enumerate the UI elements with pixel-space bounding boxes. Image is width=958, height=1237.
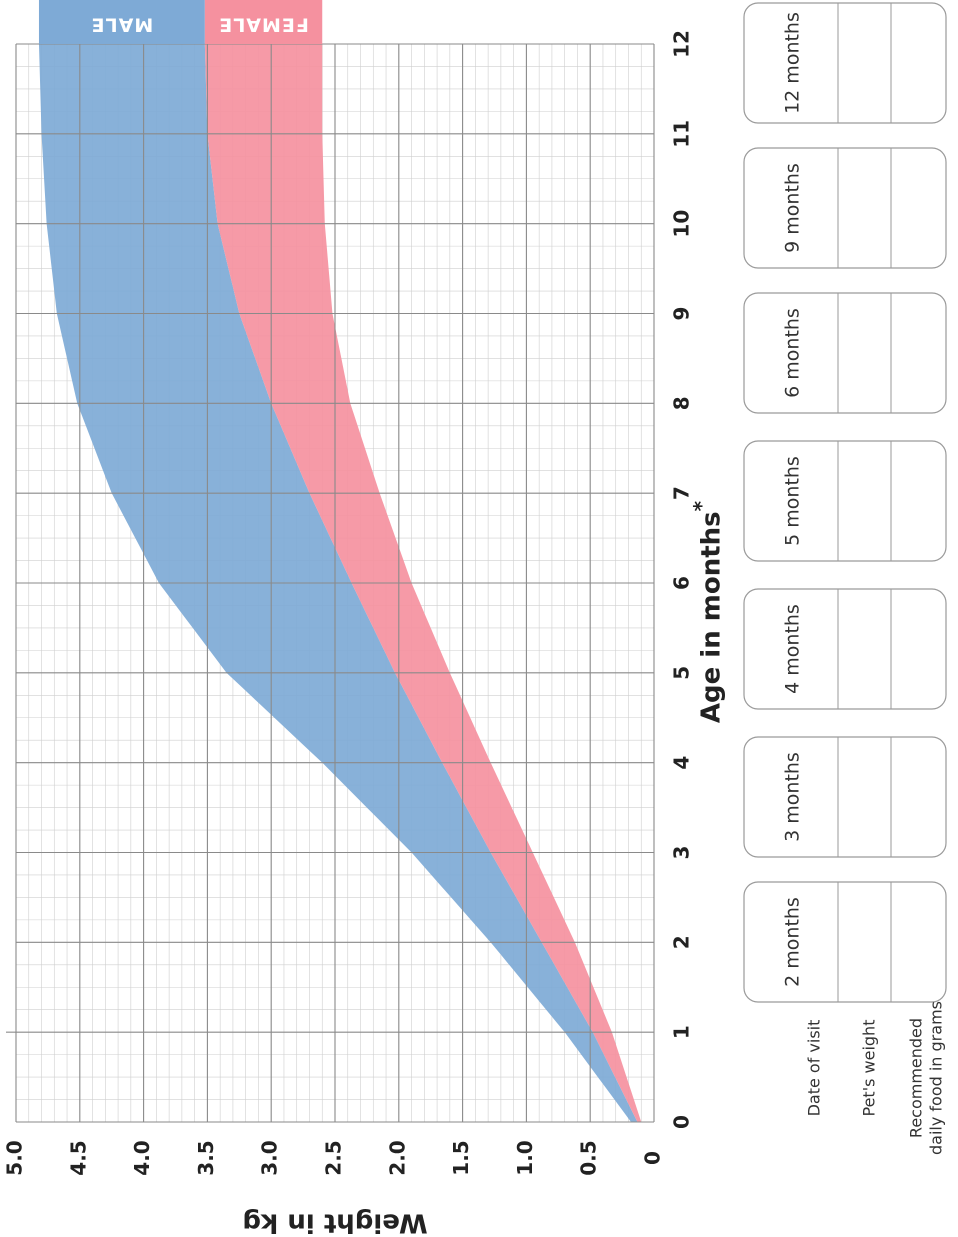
record-card: 6 months [743,292,947,414]
record-row-label: daily food in grams [927,1001,946,1155]
x-tick-label: 1 [670,1025,694,1039]
x-tick-label: 4 [670,756,694,770]
y-tick-label: 1.5 [449,1140,473,1175]
record-card-label: 3 months [782,752,804,842]
record-card: 3 months [743,736,947,858]
x-tick-label: 6 [670,576,694,590]
record-card-label: 5 months [782,456,804,546]
record-card-label: 2 months [782,897,804,987]
y-tick-label: 2.5 [322,1140,346,1175]
record-card-frame [743,588,947,710]
y-tick-label: 0 [641,1151,665,1165]
x-tick-label: 5 [670,666,694,680]
record-card-label: 12 months [782,12,804,114]
x-tick-label: 8 [670,396,694,410]
record-card-label: 9 months [782,163,804,253]
y-tick-label: 4.5 [66,1140,90,1175]
y-tick-label: 0.5 [577,1140,601,1175]
y-tick-label: 2.0 [385,1140,409,1175]
y-axis-title: Weight in kg [242,1208,427,1237]
record-table: 2 months 3 months 4 months 5 months 6 months… [743,2,947,1155]
record-card-frame [743,292,947,414]
record-card: 12 months [743,2,947,124]
x-tick-label: 0 [670,1115,694,1129]
record-card-frame [743,881,947,1003]
x-tick-label: 12 [670,30,694,58]
record-row-label: Recommended [907,1018,926,1138]
record-card: 4 months [743,588,947,710]
y-tick-label: 5.0 [3,1140,27,1175]
band-header-female [204,0,323,44]
record-card: 2 months [743,881,947,1003]
x-tick-label: 7 [670,486,694,500]
chart-major-grid [6,43,655,1123]
record-card-frame [743,147,947,269]
band-headers: MALE FEMALE [38,0,323,44]
record-card: 9 months [743,147,947,269]
x-tick-label: 2 [670,935,694,949]
y-axis-ticks: 0 0.5 1.0 1.5 2.0 2.5 3.0 3.5 4.0 4.5 5.0 [3,1140,665,1175]
band-label-male: MALE [91,14,154,36]
y-tick-label: 3.0 [258,1140,282,1175]
band-header-male [38,0,205,44]
y-tick-label: 1.0 [513,1140,537,1175]
y-tick-label: 3.5 [194,1140,218,1175]
x-tick-label: 10 [670,210,694,238]
x-tick-label: 11 [670,120,694,148]
record-row-label: Pet's weight [860,1020,879,1117]
record-card: 5 months [743,440,947,562]
record-card-frame [743,440,947,562]
x-tick-label: 9 [670,307,694,321]
record-card-label: 4 months [782,604,804,694]
record-card-label: 6 months [782,308,804,398]
y-tick-label: 4.0 [130,1140,154,1175]
record-card-frame [743,2,947,124]
record-row-label: Date of visit [805,1020,824,1117]
x-tick-label: 3 [670,846,694,860]
record-card-frame [743,736,947,858]
band-label-female: FEMALE [218,14,309,36]
x-axis-title: Age in months* [689,500,727,723]
x-axis-title-asterisk: * [689,500,713,511]
